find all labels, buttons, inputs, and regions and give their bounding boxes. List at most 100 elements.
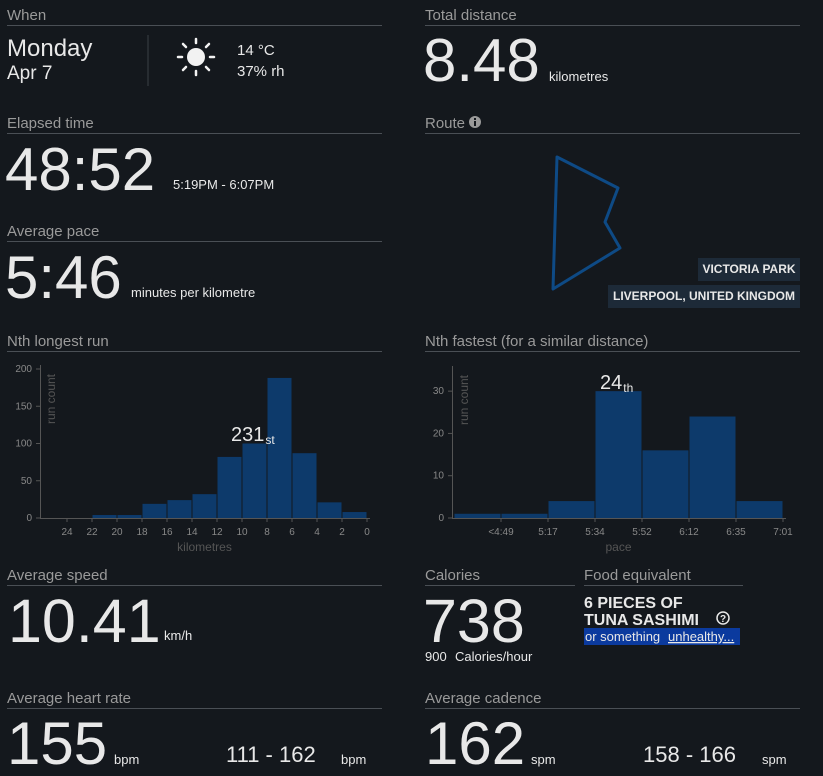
x-tick-label: 14 [186,527,198,538]
bar [454,513,501,518]
section-label: Average speed [7,567,108,584]
bar [142,503,167,518]
place-tag [698,258,800,281]
unit: spm [762,752,787,767]
bar [92,515,117,518]
rank-annotation: 24 [600,372,622,394]
bar [342,512,367,518]
bar [501,513,548,518]
temperature: 14 °C [237,42,275,59]
info-icon[interactable] [469,116,481,128]
y-tick-label: 0 [26,513,32,524]
unit: bpm [341,752,366,767]
x-tick-label: 5:17 [538,527,558,538]
y-tick-label: 100 [15,439,32,450]
link-highlight [584,628,740,645]
day: Monday [7,35,92,62]
humidity: 37% rh [237,63,285,80]
rank-suffix: st [265,433,275,447]
y-tick-label: 10 [433,471,445,482]
place-tag-text: VICTORIA PARK [702,262,795,276]
svg-text:?: ? [720,614,726,625]
x-tick-label: 7:01 [773,527,793,538]
y-tick-label: 20 [433,428,445,439]
bar [242,443,267,518]
section-label: Average pace [7,223,99,240]
x-tick-label: 5:52 [632,527,652,538]
bar [117,515,142,518]
x-tick-label: 6 [289,527,295,538]
section-label: Average heart rate [7,690,131,707]
x-tick-label: 0 [364,527,370,538]
range: 158 - 166 [643,742,736,767]
x-tick-label: 12 [211,527,223,538]
x-tick-label: 4 [314,527,320,538]
big-value: 48:52 [5,136,155,203]
bar [167,500,192,518]
y-tick-label: 200 [15,364,32,375]
y-axis-label: run count [44,373,58,424]
range: 111 - 162 [226,742,316,767]
unit: Calories/hour [455,649,533,664]
x-tick-label: 6:12 [679,527,699,538]
x-tick-label: 22 [86,527,98,538]
x-tick-label: 6:35 [726,527,746,538]
calories-per-hour: 900 [425,649,447,664]
x-tick-label: 5:34 [585,527,605,538]
food-name: 6 PIECES OF [584,595,683,612]
unit: kilometres [549,69,609,84]
x-tick-label: 2 [339,527,345,538]
section-label: Nth longest run [7,333,109,350]
y-tick-label: 150 [15,401,32,412]
section-label: Route [425,115,465,132]
section-label: Elapsed time [7,115,94,132]
bar [736,501,783,518]
rank-annotation: 231 [231,424,264,446]
help-icon[interactable]: ? [716,611,730,625]
section-label: Average cadence [425,690,541,707]
bar [317,502,342,518]
big-value: 738 [423,587,525,655]
food-note: or something [585,629,660,644]
bar [267,377,292,518]
x-tick-label: <4:49 [488,527,514,538]
place-tag [608,285,800,308]
y-tick-label: 30 [433,386,445,397]
x-tick-label: 18 [136,527,148,538]
date: Apr 7 [7,63,52,84]
sun-icon [176,37,216,77]
section-label: When [7,7,46,24]
rank-suffix: th [623,381,633,395]
unit: minutes per kilometre [131,285,255,300]
unit: km/h [164,628,192,643]
section-label: Nth fastest (for a similar distance) [425,333,648,350]
route-path [551,155,622,291]
y-tick-label: 0 [438,513,444,524]
bar [292,453,317,518]
bar [192,494,217,518]
big-value: 10.41 [8,587,161,655]
x-tick-label: 8 [264,527,270,538]
big-value: 155 [7,710,107,776]
time-range: 5:19PM - 6:07PM [173,177,274,192]
bar [642,450,689,518]
place-tag-text: LIVERPOOL, UNITED KINGDOM [613,289,795,303]
section-label: Total distance [425,7,517,24]
big-value: 8.48 [423,27,540,94]
x-axis-label: pace [605,540,631,554]
x-tick-label: 10 [236,527,248,538]
unit: bpm [114,752,139,767]
y-axis-label: run count [457,374,471,425]
x-tick-label: 16 [161,527,173,538]
bar [595,391,642,518]
food-name: TUNA SASHIMI [584,612,699,629]
food-link[interactable]: unhealthy... [668,629,734,644]
x-tick-label: 24 [61,527,73,538]
bar [217,456,242,518]
x-tick-label: 20 [111,527,123,538]
bar [689,416,736,518]
section-label: Calories [425,567,480,584]
section-label: Food equivalent [584,567,692,584]
